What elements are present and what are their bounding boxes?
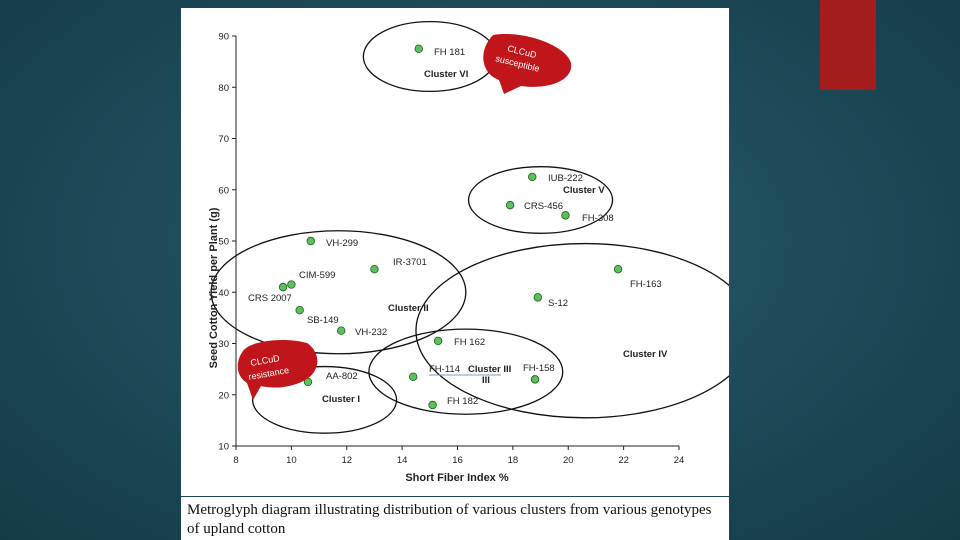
cluster-label-iv: Cluster IV: [623, 349, 668, 360]
x-tick-label-8: 24: [674, 455, 685, 466]
x-tick-label-0: 8: [233, 455, 238, 466]
data-point-5: [370, 264, 379, 274]
data-point-11: [533, 293, 542, 302]
point-label-sb149: SB-149: [307, 315, 339, 326]
point-label-vh299: VH-299: [326, 238, 358, 249]
y-tick-label-0: 10: [218, 442, 229, 453]
y-tick-label-4: 50: [218, 237, 229, 248]
point-label-cim599: CIM-599: [299, 270, 335, 281]
y-tick-label-3: 40: [218, 288, 229, 299]
metroglyph-scatter-chart: 8 10 12 14 16 18 20 22 24 10 20 30 40 50 60 70 80 90 Clus…: [208, 21, 755, 484]
data-point-12: [433, 336, 443, 346]
y-tick-label-2: 30: [218, 339, 229, 350]
data-point-13: [408, 372, 418, 382]
callout-resistance-shape: [237, 339, 318, 400]
point-label-crs2007: CRS 2007: [248, 293, 292, 304]
ticks-layer: 8 10 12 14 16 18 20 22 24 10 20 30 40 50 60 70 80 90: [218, 32, 684, 467]
x-axis-title: Short Fiber Index %: [405, 472, 509, 484]
cluster-label-i: Cluster I: [322, 394, 360, 405]
cluster-label-v: Cluster V: [563, 185, 605, 196]
point-label-fh158: FH-158: [523, 363, 555, 374]
y-tick-label-1: 20: [218, 390, 229, 401]
axes-layer: [235, 36, 679, 447]
x-tick-label-4: 16: [452, 455, 463, 466]
point-label-crs456: CRS-456: [524, 201, 563, 212]
cluster-ellipse-1: [467, 166, 614, 234]
data-point-6: [287, 280, 296, 289]
chart-card: 8 10 12 14 16 18 20 22 24 10 20 30 40 50 60 70 80 90 Clus…: [181, 8, 755, 496]
data-point-8: [295, 305, 304, 315]
x-tick-label-5: 18: [508, 455, 519, 466]
figure-caption: Metroglyph diagram illustrating distribu…: [181, 497, 729, 540]
y-tick-label-8: 90: [218, 32, 229, 43]
data-point-15: [428, 400, 437, 410]
accent-tab: [820, 0, 876, 90]
data-point-1: [528, 172, 537, 182]
y-tick-label-6: 70: [218, 134, 229, 145]
point-label-fh162: FH 162: [454, 337, 485, 348]
point-label-fh114: FH-114: [429, 364, 460, 375]
cluster-label-vi: Cluster VI: [424, 69, 468, 80]
point-label-s12: S-12: [548, 298, 568, 309]
data-point-9: [337, 326, 346, 335]
data-point-3: [561, 211, 570, 220]
cluster-label-iii: Cluster III: [468, 364, 511, 375]
cluster-label-iii-roman: III: [482, 375, 490, 386]
callout-susceptible-shape: [483, 34, 572, 94]
data-point-14: [530, 375, 540, 384]
points-layer: [278, 44, 623, 410]
point-label-vh232: VH-232: [355, 327, 387, 338]
x-tick-label-1: 10: [286, 455, 297, 466]
cluster-ellipse-3: [415, 242, 755, 419]
callout-resistance: CLCuD resistance: [237, 339, 318, 400]
data-point-2: [505, 200, 515, 210]
cluster-ellipse-0: [362, 21, 497, 92]
point-label-fh181: FH 181: [434, 47, 465, 58]
x-tick-label-2: 12: [341, 455, 352, 466]
cluster-ellipse-4: [368, 328, 564, 415]
point-label-aa802: AA-802: [326, 371, 358, 382]
point-label-fh182: FH 182: [447, 396, 478, 407]
data-point-10: [613, 264, 623, 274]
callout-susceptible: CLCuD susceptible: [483, 34, 572, 94]
cluster-ellipse-2: [210, 230, 467, 355]
data-point-0: [414, 44, 423, 54]
data-point-7: [278, 282, 288, 292]
x-tick-label-6: 20: [563, 455, 574, 466]
cluster-label-ii: Cluster II: [388, 303, 429, 314]
point-label-ir3701: IR-3701: [393, 257, 427, 268]
point-label-iub222: IUB-222: [548, 173, 583, 184]
y-tick-label-7: 80: [218, 83, 229, 94]
y-tick-label-5: 60: [218, 185, 229, 196]
y-axis-title: Seed Cotton Yield per Plant (g): [208, 207, 220, 368]
cluster-ellipse-5: [251, 365, 398, 434]
x-tick-label-3: 14: [397, 455, 408, 466]
point-label-fh163: FH-163: [630, 279, 662, 290]
data-point-4: [306, 236, 315, 246]
x-tick-label-7: 22: [618, 455, 629, 466]
point-label-fh308: FH-308: [582, 213, 614, 224]
